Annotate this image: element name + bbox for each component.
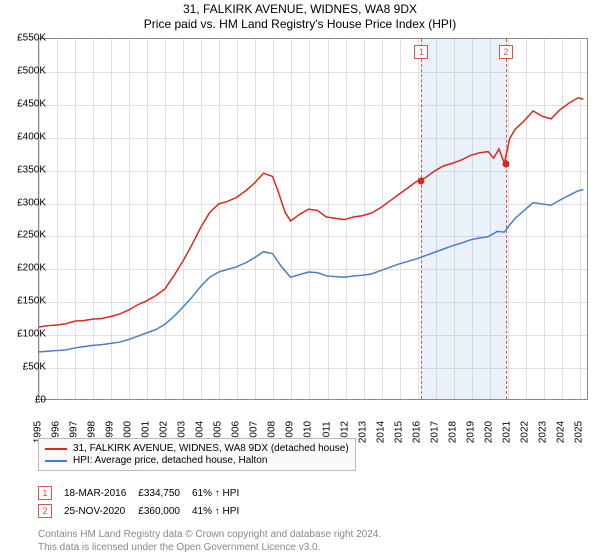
event-row: 2 25-NOV-2020£360,00041% ↑ HPI <box>38 502 251 520</box>
legend-label: 31, FALKIRK AVENUE, WIDNES, WA8 9DX (det… <box>73 443 349 454</box>
ytick-label: £550K <box>6 33 46 44</box>
ytick-label: £300K <box>6 197 46 208</box>
event-price: £334,750 <box>138 484 192 502</box>
xtick-label: 2022 <box>519 421 530 443</box>
title-block: 31, FALKIRK AVENUE, WIDNES, WA8 9DX Pric… <box>0 0 600 31</box>
event-marker-box: 2 <box>38 504 52 518</box>
series-line-price_paid <box>39 98 583 327</box>
xtick-label: 2013 <box>357 421 368 443</box>
chart-container: 31, FALKIRK AVENUE, WIDNES, WA8 9DX Pric… <box>0 0 600 560</box>
xtick-label: 2021 <box>501 421 512 443</box>
ytick-label: £350K <box>6 164 46 175</box>
title-line-2: Price paid vs. HM Land Registry's House … <box>0 17 600 31</box>
ytick-label: £100K <box>6 329 46 340</box>
ytick-label: £0 <box>6 395 46 406</box>
series-line-hpi_halton <box>39 190 583 352</box>
events-table: 1 18-MAR-2016£334,75061% ↑ HPI 2 25-NOV-202… <box>38 484 251 520</box>
legend-swatch <box>45 460 67 462</box>
licence-text: Contains HM Land Registry data © Crown c… <box>38 528 381 554</box>
xtick-label: 2017 <box>429 421 440 443</box>
xtick-label: 2024 <box>555 421 566 443</box>
event-pct: 61% ↑ HPI <box>192 484 251 502</box>
xtick-label: 2015 <box>393 421 404 443</box>
series-svg <box>39 39 587 399</box>
ytick-label: £250K <box>6 230 46 241</box>
xtick-label: 2023 <box>537 421 548 443</box>
xtick-label: 2016 <box>411 421 422 443</box>
ytick-label: £450K <box>6 98 46 109</box>
ytick-label: £150K <box>6 296 46 307</box>
ytick-label: £50K <box>6 362 46 373</box>
event-price: £360,000 <box>138 502 192 520</box>
title-line-1: 31, FALKIRK AVENUE, WIDNES, WA8 9DX <box>0 2 600 16</box>
legend-item: HPI: Average price, detached house, Halt… <box>45 455 349 466</box>
licence-line-2: This data is licensed under the Open Gov… <box>38 541 381 554</box>
ytick-label: £500K <box>6 65 46 76</box>
event-date: 25-NOV-2020 <box>64 502 138 520</box>
event-pct: 41% ↑ HPI <box>192 502 251 520</box>
plot-area: 12 <box>38 38 588 400</box>
ytick-label: £400K <box>6 131 46 142</box>
xtick-label: 2020 <box>483 421 494 443</box>
legend-item: 31, FALKIRK AVENUE, WIDNES, WA8 9DX (det… <box>45 443 349 454</box>
price-dot <box>418 177 425 184</box>
event-marker-box: 1 <box>38 486 52 500</box>
legend-swatch <box>45 448 67 450</box>
event-row: 1 18-MAR-2016£334,75061% ↑ HPI <box>38 484 251 502</box>
xtick-label: 2025 <box>573 421 584 443</box>
xtick-label: 2019 <box>465 421 476 443</box>
ytick-label: £200K <box>6 263 46 274</box>
legend: 31, FALKIRK AVENUE, WIDNES, WA8 9DX (det… <box>38 438 356 471</box>
licence-line-1: Contains HM Land Registry data © Crown c… <box>38 528 381 541</box>
xtick-label: 2018 <box>447 421 458 443</box>
price-dot <box>503 161 510 168</box>
legend-label: HPI: Average price, detached house, Halt… <box>73 455 267 466</box>
event-date: 18-MAR-2016 <box>64 484 138 502</box>
xtick-label: 2014 <box>375 421 386 443</box>
